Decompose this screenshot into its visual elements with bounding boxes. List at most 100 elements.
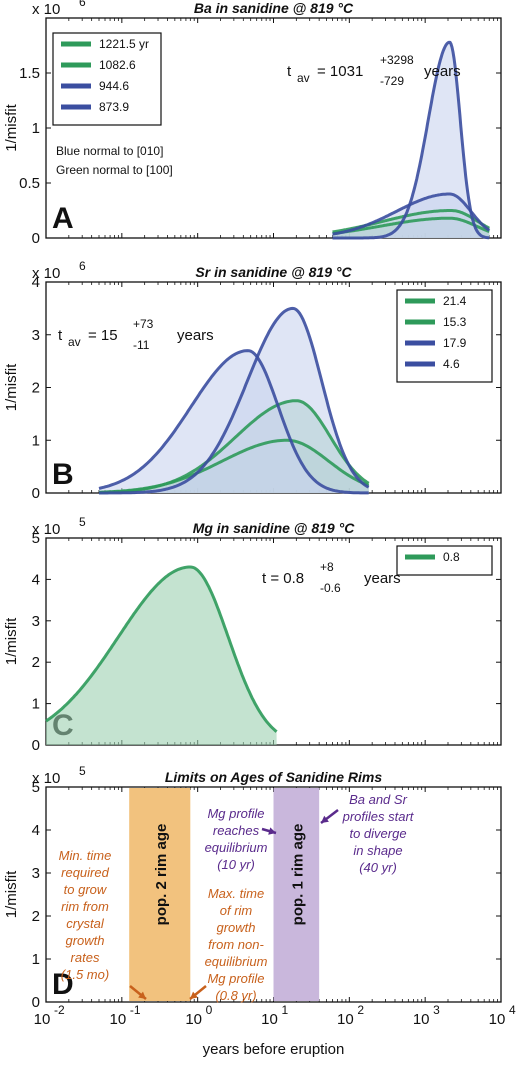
y-tick-label: 1 xyxy=(32,951,40,968)
annotation-mg_profile: equilibrium xyxy=(205,840,268,855)
panel-letter: A xyxy=(52,202,74,235)
annotation-sub: av xyxy=(68,335,81,349)
note-blue: Blue normal to [010] xyxy=(56,144,163,158)
panel-title: Ba in sanidine @ 819 °C xyxy=(194,0,354,16)
annotation-max_time: equilibrium xyxy=(205,954,268,969)
legend xyxy=(396,545,493,576)
annotation-min_time: (1.5 mo) xyxy=(61,967,109,982)
series-line-17.9 xyxy=(99,306,370,495)
annotation-max_time: growth xyxy=(216,920,255,935)
legend xyxy=(396,289,493,383)
y-tick-label: 2 xyxy=(32,380,40,397)
legend-entry: 1082.6 xyxy=(99,58,136,72)
annotation-max_time: Max. time xyxy=(208,886,264,901)
series-area-4.6 xyxy=(99,350,369,493)
band-2 xyxy=(273,788,320,1001)
annotation-min_time: required xyxy=(61,865,109,880)
panel-title: Sr in sanidine @ 819 °C xyxy=(195,264,352,280)
y-axis-label: 1/misfit xyxy=(3,870,20,918)
y-tick-label: 1 xyxy=(32,696,40,713)
annotation-unit: years xyxy=(364,570,401,587)
annotation-ba_sr: Ba and Sr xyxy=(349,792,407,807)
band-label: pop. 1 rim age xyxy=(289,824,306,926)
y-tick-label: 0 xyxy=(32,485,40,502)
series-line-15.3 xyxy=(99,438,370,494)
annotation-t: t xyxy=(58,327,63,344)
y-tick-label: 3 xyxy=(32,613,40,630)
y-tick-label: 4 xyxy=(32,571,40,588)
y-multiplier-exp: 5 xyxy=(79,515,86,529)
annotation-t: t xyxy=(287,63,292,80)
annotation-unit: years xyxy=(424,63,461,80)
legend-entry: 4.6 xyxy=(443,357,460,371)
band-1 xyxy=(129,788,191,1001)
annotation-min_time: rim from xyxy=(61,899,109,914)
annotation-min_time: growth xyxy=(65,933,104,948)
legend xyxy=(52,32,162,126)
y-tick-label: 1 xyxy=(32,120,40,137)
y-tick-label: 2 xyxy=(32,908,40,925)
series-line-1082.6 xyxy=(332,216,490,235)
panel-B: 0 1 2 3 4x 10 6 Sr in sanidine @ 819 °C 1/misfi… xyxy=(3,259,502,502)
annotation-max_time: (0.8 yr) xyxy=(215,988,256,1003)
panel-title: Limits on Ages of Sanidine Rims xyxy=(165,769,383,785)
annotation-min_time: rates xyxy=(71,950,100,965)
annotation-eq: = 15 xyxy=(88,327,118,344)
y-multiplier-exp: 5 xyxy=(79,764,86,778)
x-tick-label: 10 xyxy=(337,1011,354,1028)
panel-letter: B xyxy=(52,458,74,491)
panel-A: 0 0.5 1 1.5 x 10 6 Ba in sanidine @ 819 °C 1/mi… xyxy=(3,0,502,247)
y-tick-label: 3 xyxy=(32,327,40,344)
annotation-inf: -729 xyxy=(380,74,404,88)
y-axis-label: 1/misfit xyxy=(3,103,20,151)
x-tick-label: 10 xyxy=(413,1011,430,1028)
annotation-sub: av xyxy=(297,71,310,85)
y-tick-label: 4 xyxy=(32,274,40,291)
arrow-head xyxy=(138,991,146,999)
annotation-eq: = 1031 xyxy=(317,63,363,80)
annotation-mg_profile: (10 yr) xyxy=(217,857,255,872)
y-tick-label: 3 xyxy=(32,865,40,882)
annotation-min_time: crystal xyxy=(66,916,105,931)
legend-entry: 17.9 xyxy=(443,336,467,350)
band-label: pop. 2 rim age xyxy=(153,824,170,926)
series-area-873.9 xyxy=(332,42,490,238)
annotation-min_time: Min. time xyxy=(59,848,112,863)
y-multiplier: x 10 xyxy=(32,265,60,282)
annotation-mg_profile: reaches xyxy=(213,823,260,838)
legend-entry: 15.3 xyxy=(443,315,467,329)
y-axis-label: 1/misfit xyxy=(3,363,20,411)
y-tick-label: 0.5 xyxy=(19,175,40,192)
series-area-17.9 xyxy=(99,308,369,493)
annotation-inf: -11 xyxy=(133,338,150,352)
x-tick-exp: 2 xyxy=(357,1003,364,1017)
y-multiplier: x 10 xyxy=(32,1,60,18)
annotation-ba_sr: in shape xyxy=(353,843,402,858)
x-tick-exp: -2 xyxy=(54,1003,65,1017)
x-tick-label: 10 xyxy=(489,1011,506,1028)
arrow-head xyxy=(268,827,276,835)
x-axis-label: years before eruption xyxy=(203,1041,345,1058)
arrow-head xyxy=(190,991,198,999)
annotation-sup: +3298 xyxy=(380,53,414,67)
x-tick-exp: -1 xyxy=(130,1003,141,1017)
legend-entry: 1221.5 yr xyxy=(99,37,149,51)
x-tick-label: 10 xyxy=(34,1011,51,1028)
annotation-max_time: Mg profile xyxy=(207,971,264,986)
annotation-max_time: of rim xyxy=(220,903,253,918)
x-tick-label: 10 xyxy=(185,1011,202,1028)
x-tick-label: 10 xyxy=(109,1011,126,1028)
annotation-min_time: to grow xyxy=(64,882,108,897)
note-green: Green normal to [100] xyxy=(56,163,173,177)
y-tick-label: 1.5 xyxy=(19,65,40,82)
y-multiplier: x 10 xyxy=(32,770,60,787)
legend-entry: 944.6 xyxy=(99,79,129,93)
series-line-0.8 xyxy=(45,565,278,733)
y-tick-label: 4 xyxy=(32,822,40,839)
y-tick-label: 2 xyxy=(32,654,40,671)
y-tick-label: 5 xyxy=(32,530,40,547)
x-tick-label: 10 xyxy=(261,1011,278,1028)
legend-entry: 873.9 xyxy=(99,100,129,114)
